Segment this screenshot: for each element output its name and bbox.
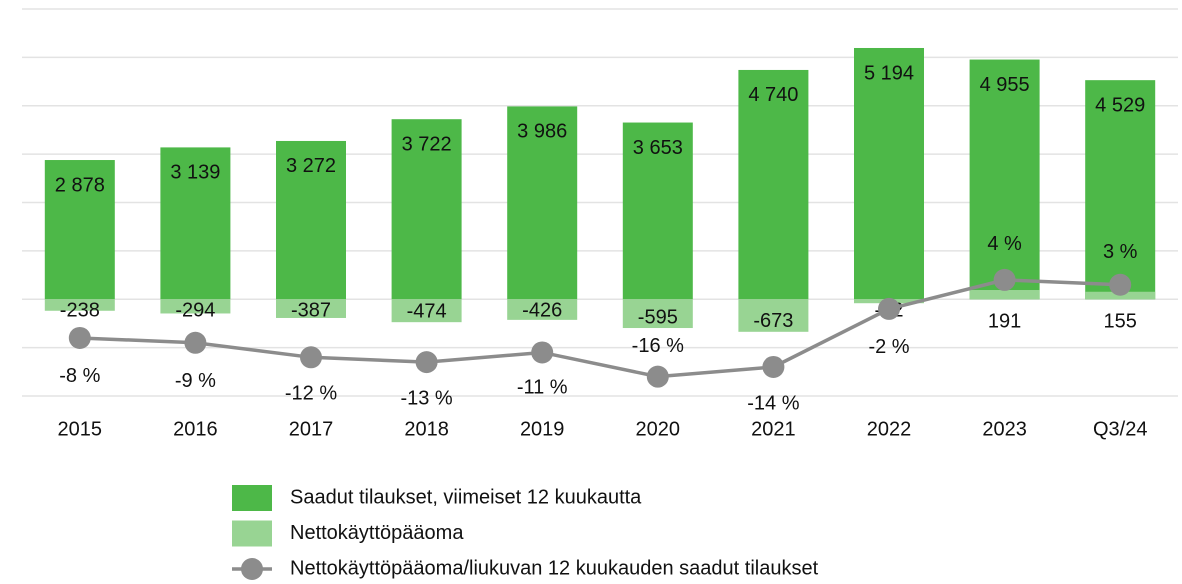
- legend-label: Nettokäyttöpääoma/liukuvan 12 kuukauden …: [290, 557, 819, 579]
- data-label: 3 986: [517, 121, 567, 143]
- marker: [1109, 273, 1132, 296]
- data-label: 155: [1104, 311, 1137, 333]
- x-tick-label: 2016: [173, 418, 218, 440]
- x-tick-label: 2020: [636, 418, 681, 440]
- bar: [507, 106, 578, 300]
- bar: [391, 299, 462, 323]
- bar: [160, 147, 231, 300]
- bar: [969, 59, 1040, 300]
- bar: [738, 69, 809, 300]
- bar: [276, 140, 346, 300]
- marker: [415, 351, 438, 374]
- marker: [878, 297, 900, 320]
- data-label: -426: [522, 300, 562, 322]
- data-label: -8 %: [59, 365, 100, 387]
- legend-marker: [241, 558, 263, 580]
- data-label: 4 955: [980, 74, 1030, 96]
- legend-swatch: [232, 520, 272, 547]
- data-label: 191: [988, 311, 1021, 333]
- bar: [622, 122, 693, 300]
- marker: [646, 365, 669, 388]
- x-tick-label: Q3/24: [1093, 418, 1147, 440]
- legend-label: Saadut tilaukset, viimeiset 12 kuukautta: [290, 486, 642, 508]
- bar: [622, 299, 693, 329]
- x-tick-label: 2022: [867, 418, 912, 440]
- data-label: 3 %: [1103, 241, 1138, 263]
- bar: [507, 299, 578, 320]
- data-label: -474: [407, 300, 447, 322]
- marker: [993, 268, 1016, 291]
- data-label: -9 %: [175, 370, 216, 392]
- x-tick-label: 2018: [404, 418, 449, 440]
- marker: [184, 331, 207, 354]
- line: [79, 278, 1121, 379]
- bar: [391, 119, 462, 300]
- bar: [969, 290, 1040, 300]
- data-label: -16 %: [632, 335, 684, 357]
- data-label: 5 194: [864, 62, 914, 84]
- bar: [276, 299, 346, 318]
- data-label: -595: [638, 306, 678, 328]
- legend-swatch: [232, 485, 272, 511]
- x-tick-label: 2021: [751, 418, 796, 440]
- legend-label: Nettokäyttöpääoma: [290, 522, 464, 544]
- data-label: 3 722: [402, 133, 452, 155]
- marker: [531, 341, 554, 364]
- x-tick-label: 2015: [58, 418, 103, 440]
- bar: [44, 299, 115, 311]
- bar: [1085, 80, 1156, 300]
- bar: [44, 160, 115, 300]
- data-label: 3 653: [633, 137, 683, 159]
- data-label: -14 %: [747, 392, 799, 414]
- bar: [738, 299, 809, 332]
- data-label: 4 740: [748, 84, 798, 106]
- data-label: -11 %: [517, 377, 568, 399]
- data-label: -294: [175, 300, 215, 322]
- marker: [762, 355, 785, 378]
- x-tick-label: 2023: [982, 418, 1027, 440]
- data-label: -238: [60, 300, 100, 322]
- marker: [68, 326, 91, 349]
- data-label: 3 139: [170, 162, 220, 184]
- x-tick-label: 2017: [289, 418, 334, 440]
- data-label: 4 529: [1095, 94, 1145, 116]
- data-label: 2 878: [55, 174, 105, 196]
- data-label: -12 %: [285, 383, 337, 405]
- bar: [854, 47, 924, 300]
- data-label: -13 %: [400, 387, 452, 409]
- data-label: -673: [753, 310, 793, 332]
- bar: [160, 299, 231, 314]
- x-tick-label: 2019: [520, 418, 565, 440]
- marker: [300, 346, 322, 369]
- data-label: 3 272: [286, 155, 336, 177]
- data-label: -2 %: [868, 336, 909, 358]
- data-label: 4 %: [987, 233, 1022, 255]
- data-label: -387: [291, 300, 331, 322]
